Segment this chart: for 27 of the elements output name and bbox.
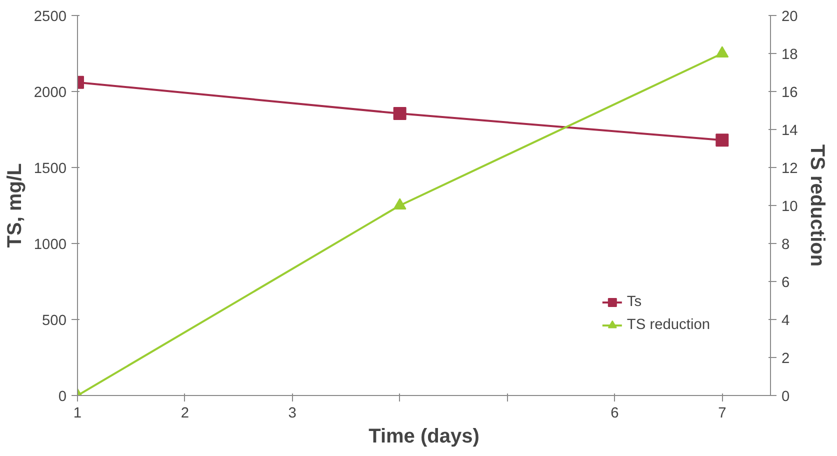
y-axis-title: TS, mg/L	[4, 163, 26, 248]
y2-tick-label: 6	[782, 275, 790, 291]
y2-tick-label: 16	[782, 85, 798, 101]
y2-tick-label: 0	[782, 389, 790, 405]
y2-tick-label: 14	[782, 123, 798, 139]
y-tick-label: 1000	[34, 237, 67, 253]
y2-tick-label: 12	[782, 161, 798, 177]
x-tick-label: 6	[610, 406, 619, 422]
y2-tick-label: 20	[782, 9, 798, 25]
y2-tick-label: 18	[782, 47, 798, 63]
x-tick-label: 7	[718, 406, 726, 422]
y-tick-label: 0	[58, 389, 67, 405]
x-tick-label: 2	[180, 406, 190, 422]
y2-tick-label: 2	[782, 351, 790, 367]
y2-axis-title: TS reduction	[806, 144, 828, 267]
x-axis-title: Time (days)	[368, 426, 480, 448]
y-tick-label: 2000	[34, 85, 67, 101]
y-tick-label: 1500	[34, 161, 67, 177]
y2-tick-label: 8	[782, 237, 790, 253]
y-tick-label: 2500	[34, 9, 67, 25]
y-tick-label: 500	[42, 313, 67, 329]
y2-tick-label: 10	[782, 199, 798, 215]
y2-tick-label: 4	[782, 313, 790, 329]
x-tick-label: 3	[288, 406, 296, 422]
legend-label: Ts	[626, 294, 643, 310]
x-tick-label: 1	[73, 406, 82, 422]
legend-label: TS reduction	[626, 317, 710, 333]
